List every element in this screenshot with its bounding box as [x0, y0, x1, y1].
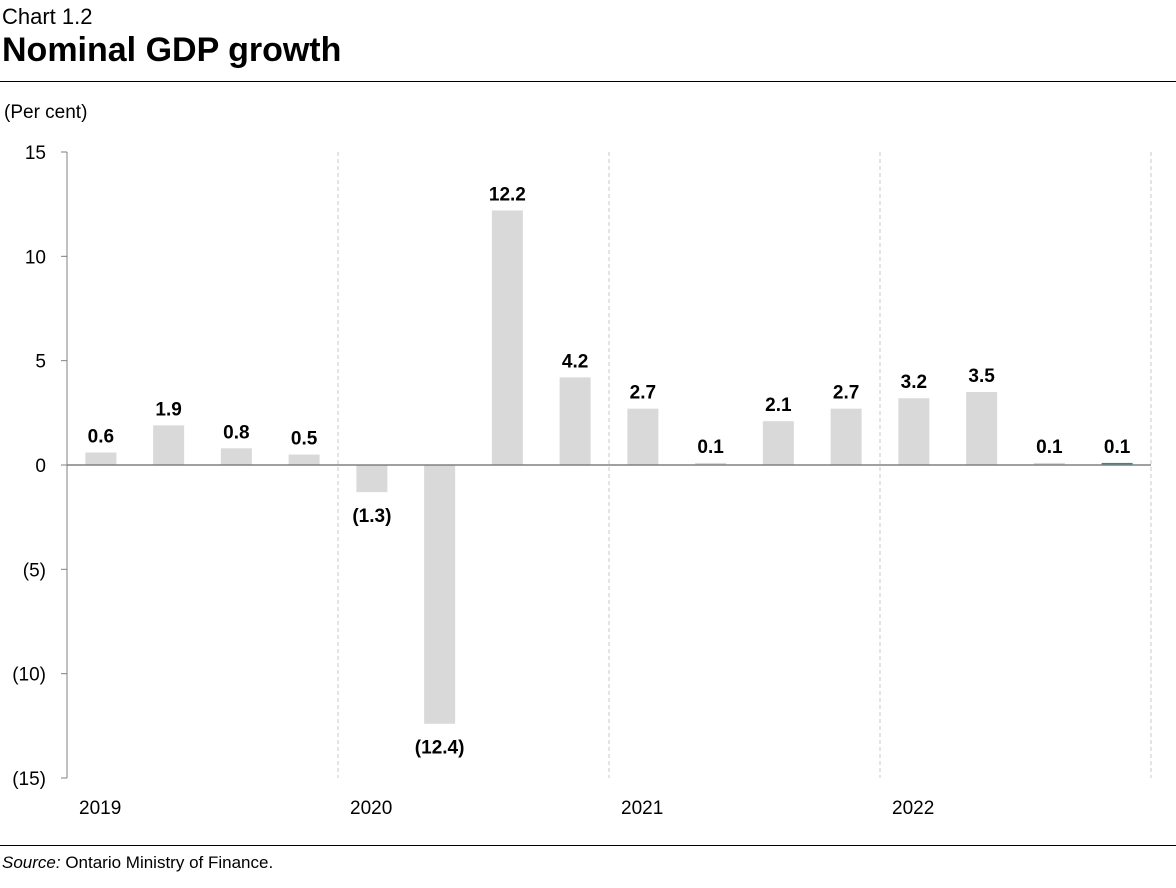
bar: [1101, 462, 1133, 465]
data-label: 4.2: [562, 351, 588, 372]
bar-chart: 15 10 5 0 (5) (10) (15) 0.6 1.9 0.8 0.5 (1.3) (12.4)…: [12, 143, 1152, 819]
header-divider: [0, 81, 1176, 82]
data-label: 0.8: [223, 422, 249, 443]
bar: [762, 421, 794, 465]
y-tick-label: 10: [25, 247, 46, 268]
bar: [627, 408, 659, 465]
chart-number: Chart 1.2: [2, 4, 93, 29]
bar: [153, 425, 185, 465]
chart-header: Chart 1.2 Nominal GDP growth: [0, 4, 1176, 70]
data-label: 12.2: [489, 184, 526, 205]
bar: [695, 462, 727, 465]
data-label: 2.7: [833, 383, 859, 404]
bar: [356, 465, 388, 493]
y-axis-unit-label: (Per cent): [4, 102, 88, 123]
bar: [288, 454, 320, 465]
chart-title: Nominal GDP growth: [2, 31, 342, 69]
bar: [559, 377, 591, 465]
x-year-label: 2022: [892, 798, 934, 819]
footer-divider: [0, 845, 1176, 846]
bar: [898, 398, 930, 465]
x-year-label: 2019: [79, 798, 121, 819]
source-label: Source:: [2, 853, 61, 872]
data-label: 2.1: [765, 395, 792, 416]
y-tick-label: (15): [12, 769, 46, 790]
data-label: 0.1: [1036, 437, 1063, 458]
data-label: (1.3): [352, 506, 391, 527]
data-label: 3.2: [901, 372, 927, 393]
data-label: 1.9: [155, 399, 181, 420]
y-tick-label: 0: [35, 456, 46, 477]
data-label: 0.1: [1104, 437, 1131, 458]
bar: [830, 408, 862, 465]
data-label: 2.7: [630, 383, 656, 404]
source-note: Source: Ontario Ministry of Finance.: [2, 853, 273, 873]
data-label: 0.5: [291, 429, 318, 450]
data-label: 0.6: [88, 426, 114, 447]
x-year-label: 2020: [350, 798, 392, 819]
y-tick-label: (5): [23, 560, 46, 581]
bar: [1033, 462, 1065, 465]
x-year-label: 2021: [621, 798, 663, 819]
data-label: (12.4): [415, 738, 465, 759]
y-tick-label: (10): [12, 665, 46, 686]
bar: [85, 452, 117, 465]
bar: [491, 210, 523, 465]
bar: [424, 465, 456, 724]
source-text: Ontario Ministry of Finance.: [60, 853, 274, 872]
y-tick-label: 15: [25, 143, 46, 164]
data-label: 0.1: [697, 437, 724, 458]
data-label: 3.5: [968, 366, 995, 387]
y-tick-label: 5: [35, 352, 46, 373]
bar: [966, 391, 998, 465]
bar: [220, 448, 252, 465]
